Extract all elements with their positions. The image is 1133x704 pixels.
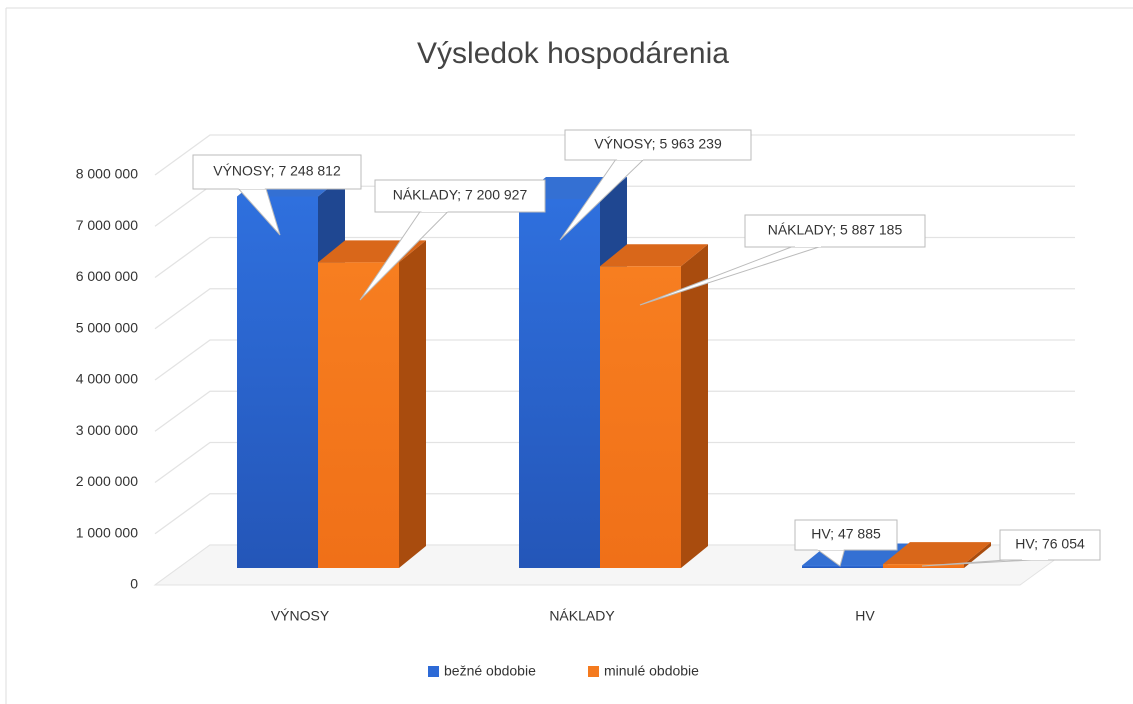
y-tick-label: 5 000 000 [76,319,138,335]
chart-title: Výsledok hospodárenia [417,37,729,70]
callout-box [374,179,546,213]
data-label: HV; 47 885 [811,526,881,542]
grid-line [154,288,1075,330]
data-label: VÝNOSY; 7 248 812 [213,163,341,179]
bar [802,565,883,568]
x-tick-label: HV [855,608,875,624]
grid-line [154,390,1075,432]
bar-side [399,240,426,568]
y-tick-label: 3 000 000 [76,422,138,438]
callout-box [192,154,362,190]
callout-box [794,519,898,551]
callout-box [999,529,1101,561]
data-label: NÁKLADY; 5 887 185 [768,222,903,238]
grid-line [154,441,1075,484]
callout-box [744,214,926,248]
data-label: HV; 76 054 [1015,536,1085,552]
bar-side [964,542,991,568]
grid-line [154,493,1075,535]
legend-label: bežné obdobie [444,663,536,679]
x-tick-label: VÝNOSY [271,608,330,624]
y-tick-label: 8 000 000 [76,166,138,182]
y-tick-label: 0 [130,576,138,592]
legend-swatch [428,666,439,677]
bar-top [600,244,708,267]
grid-line [154,339,1075,381]
y-tick-label: 4 000 000 [76,371,138,387]
legend-swatch [588,666,599,677]
bar [318,262,399,568]
bar [600,266,681,568]
bar-side [681,244,708,568]
y-tick-label: 1 000 000 [76,524,138,540]
bar [237,196,318,568]
y-tick-label: 2 000 000 [76,473,138,489]
callout-box [564,129,752,161]
y-tick-label: 7 000 000 [76,217,138,233]
y-tick-label: 6 000 000 [76,268,138,284]
legend-label: minulé obdobie [604,663,699,679]
bar [519,198,600,568]
grid-line [154,134,1075,176]
bar-top [883,542,991,565]
x-tick-label: NÁKLADY [549,608,615,624]
data-label: NÁKLADY; 7 200 927 [393,187,528,203]
data-label: VÝNOSY; 5 963 239 [594,136,722,152]
